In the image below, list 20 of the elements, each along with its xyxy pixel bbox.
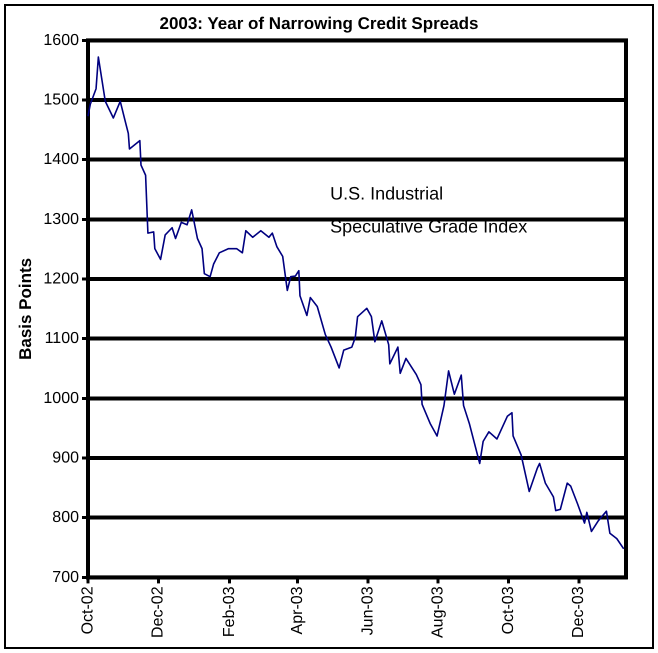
x-tick-label: Aug-03	[430, 586, 447, 638]
y-tick-label: 1000	[43, 390, 80, 407]
y-tick-label: 900	[52, 449, 80, 466]
x-tick-label: Dec-02	[150, 586, 167, 638]
y-tick-label: 1400	[43, 151, 80, 168]
y-tick-label: 1200	[43, 270, 80, 288]
x-tick-label: Dec-03	[570, 586, 588, 638]
x-tick-label: Feb-03	[221, 586, 238, 638]
x-tick-label: Apr-03	[289, 586, 306, 634]
y-tick-label: 1100	[44, 330, 80, 348]
y-tick-label: 1500	[43, 91, 80, 108]
x-tick-label: Jun-03	[359, 586, 376, 636]
x-tick-label: Oct-03	[500, 586, 517, 634]
y-tick-label: 1600	[43, 32, 80, 49]
y-tick-label: 1300	[43, 210, 80, 228]
y-tick-label: 700	[52, 568, 80, 586]
y-tick-label: 800	[52, 509, 80, 526]
y-axis-title: Basis Points	[16, 258, 35, 360]
x-tick-label: Oct-02	[79, 586, 96, 634]
chart-title: 2003: Year of Narrowing Credit Spreads	[159, 14, 479, 33]
